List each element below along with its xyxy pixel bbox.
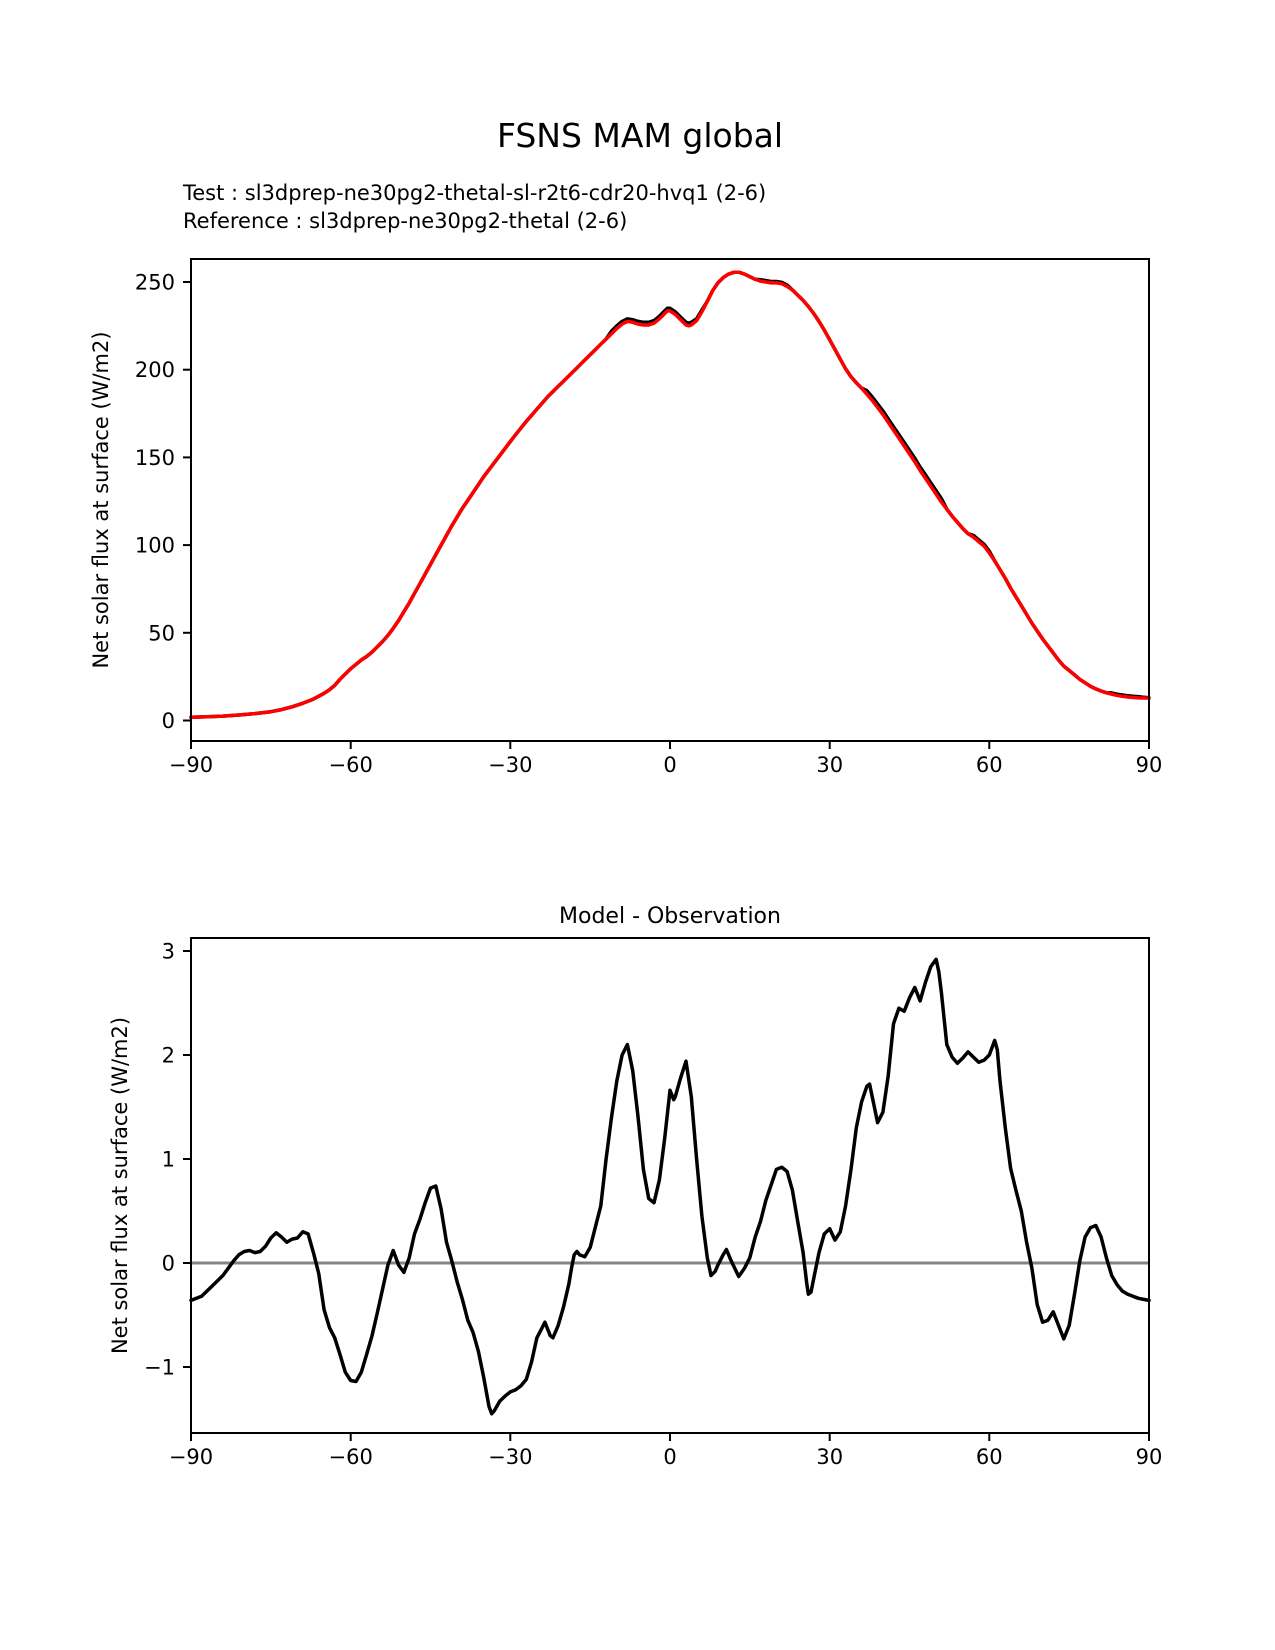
axes-box (190, 258, 1150, 742)
x-tick-label: −60 (329, 1445, 373, 1469)
y-tick-label: 250 (135, 271, 175, 295)
x-tick-label: 60 (976, 1445, 1003, 1469)
y-axis-label: Net solar flux at surface (W/m2) (108, 1017, 132, 1354)
y-tick-label: 0 (162, 709, 175, 733)
x-tick-label: −90 (169, 753, 213, 777)
plot-title: Model - Observation (559, 904, 781, 929)
legend-reference: Reference : sl3dprep-ne30pg2-thetal (2-6… (183, 209, 627, 233)
x-tick-label: −90 (169, 1445, 213, 1469)
y-tick-label: 50 (148, 621, 175, 645)
y-tick-label: 2 (162, 1044, 175, 1068)
series-line-0 (189, 270, 1151, 720)
series-line-0 (189, 957, 1151, 1416)
y-tick-label: 100 (135, 534, 175, 558)
y-tick-label: −1 (144, 1356, 175, 1380)
x-tick-label: 0 (663, 1445, 676, 1469)
x-tick-label: 30 (816, 753, 843, 777)
legend-test: Test : sl3dprep-ne30pg2-thetal-sl-r2t6-c… (182, 181, 766, 205)
bottom-plot: −90 −60 −30 0 30 60 90 −1 0 1 2 3 Net solar flux at … (108, 904, 1162, 1469)
y-tick-label: 200 (135, 358, 175, 382)
x-tick-label: 90 (1136, 753, 1163, 777)
x-tick-label: 30 (816, 1445, 843, 1469)
y-tick-label: 150 (135, 446, 175, 470)
series-line-1 (189, 270, 1151, 720)
x-tick-label: 0 (663, 753, 676, 777)
y-tick-label: 0 (162, 1252, 175, 1276)
x-tick-label: −30 (488, 753, 532, 777)
y-tick-label: 3 (162, 940, 175, 964)
x-tick-label: 90 (1136, 1445, 1163, 1469)
y-tick-label: 1 (162, 1148, 175, 1172)
x-tick-label: −30 (488, 1445, 532, 1469)
x-tick-label: 60 (976, 753, 1003, 777)
y-axis-label: Net solar flux at surface (W/m2) (89, 331, 113, 668)
top-plot: −90 −60 −30 0 30 60 90 0 50 100 150 200 250 Net solar… (89, 258, 1163, 777)
axes-box (190, 937, 1150, 1434)
figure-title: FSNS MAM global (497, 116, 783, 155)
x-tick-label: −60 (329, 753, 373, 777)
